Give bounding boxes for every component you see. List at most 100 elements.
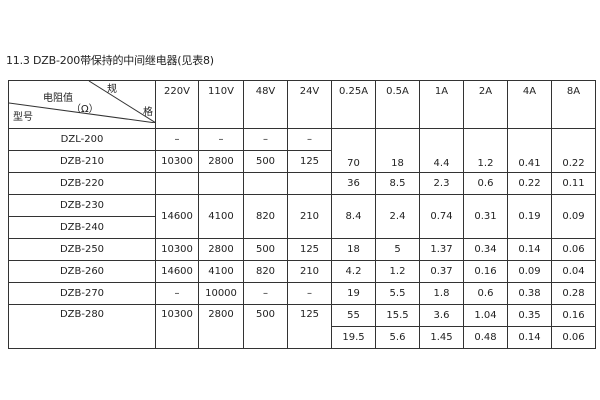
value-cell: 0.11 [551,172,596,195]
value-cell: 0.31 [463,194,508,239]
value-cell: 0.09 [507,260,552,283]
table-row: DZB-230 14600 4100 820 210 8.4 2.4 0.74 … [8,194,596,239]
header-row: 规 电阻值 （Ω） 型号 格 220V 110V 48V 24V 0.25A 0… [8,80,596,129]
col-header: 8A [551,80,596,129]
value-cell: 0.14 [507,238,552,261]
section-title: 11.3 DZB-200带保持的中间继电器(见表8) [6,54,214,67]
value-cell: 1.37 [419,238,464,261]
value-cell: 0.6 [463,282,508,305]
value-cell: 125 [287,304,332,349]
col-header: 0.25A [331,80,376,129]
value-cell: 15.5 [375,304,420,327]
value-cell: 55 [331,304,376,327]
value-cell: 0.37 [419,260,464,283]
empty-cell [243,172,288,195]
value-cell: 125 [287,238,332,261]
header-spec-top: 规 [107,84,117,95]
value-cell: 2800 [198,238,244,261]
value-cell: – [243,128,288,151]
model-cell: DZB-250 [8,238,156,261]
value-cell: 4.4 [419,128,464,173]
col-header: 2A [463,80,508,129]
value-cell: 820 [243,260,288,283]
value-cell: 2.3 [419,172,464,195]
value-cell: 10300 [155,304,199,349]
value-cell: 0.38 [507,282,552,305]
value-cell: 0.06 [551,326,596,349]
value-cell: 19 [331,282,376,305]
value-cell: 500 [243,238,288,261]
value-cell: 0.06 [551,238,596,261]
value-cell: 10300 [155,238,199,261]
value-cell: 0.16 [463,260,508,283]
value-cell: 500 [243,304,288,349]
table-row: DZB-250 10300 2800 500 125 18 5 1.37 0.3… [8,238,596,261]
value-cell: 0.35 [507,304,552,327]
value-cell: 0.41 [507,128,552,173]
value-cell: 4.2 [331,260,376,283]
header-resistance: 电阻值 [43,93,73,104]
value-cell: 0.6 [463,172,508,195]
value-cell: – [155,282,199,305]
model-cell: DZB-270 [8,282,156,305]
table-row: DZB-280 10300 2800 500 125 55 15.5 3.6 1… [8,304,596,349]
value-cell: 1.04 [463,304,508,327]
col-header: 0.5A [375,80,420,129]
value-cell: 5 [375,238,420,261]
value-cell: 0.14 [507,326,552,349]
value-cell: 14600 [155,260,199,283]
value-cell: 0.22 [507,172,552,195]
value-cell: 19.5 [331,326,376,349]
value-cell: 5.5 [375,282,420,305]
col-header: 110V [198,80,244,129]
model-cell: DZB-220 [8,172,156,195]
value-cell: 4100 [198,260,244,283]
value-cell: 36 [331,172,376,195]
header-unit: （Ω） [71,104,99,115]
value-cell: 500 [243,150,288,173]
col-header: 24V [287,80,332,129]
value-cell: 18 [375,128,420,173]
value-cell: 2800 [198,304,244,349]
model-cell: DZL-200 [8,128,156,151]
value-cell: 0.16 [551,304,596,327]
value-cell: 5.6 [375,326,420,349]
value-cell: 0.09 [551,194,596,239]
value-cell: 0.28 [551,282,596,305]
col-header: 1A [419,80,464,129]
value-cell: 0.48 [463,326,508,349]
value-cell: 2.4 [375,194,420,239]
value-cell: 18 [331,238,376,261]
relay-resistance-table: 规 电阻值 （Ω） 型号 格 220V 110V 48V 24V 0.25A 0… [8,80,596,349]
value-cell: 0.22 [551,128,596,173]
value-cell: 0.04 [551,260,596,283]
value-cell: 0.34 [463,238,508,261]
model-cell: DZB-240 [8,216,156,239]
value-cell: 10300 [155,150,199,173]
value-cell: 14600 [155,194,199,239]
diagonal-header-cell: 规 电阻值 （Ω） 型号 格 [8,80,156,129]
empty-cell [155,172,199,195]
table-row: DZL-200 – – – – 70 18 4.4 1.2 0.41 0.22 [8,128,596,173]
value-cell: 2800 [198,150,244,173]
model-cell: DZB-260 [8,260,156,283]
value-cell: – [243,282,288,305]
value-cell: 1.2 [463,128,508,173]
table-row: DZB-210 10300 2800 500 125 [8,150,596,173]
value-cell: – [155,128,199,151]
value-cell: 8.5 [375,172,420,195]
value-cell: 210 [287,194,332,239]
value-cell: 820 [243,194,288,239]
table-row: DZB-270 – 10000 – – 19 5.5 1.8 0.6 0.38 … [8,282,596,305]
value-cell: – [287,128,332,151]
value-cell: 3.6 [419,304,464,327]
value-cell: 8.4 [331,194,376,239]
model-cell: DZB-280 [8,304,156,349]
value-cell: 1.8 [419,282,464,305]
value-cell: 10000 [198,282,244,305]
model-cell: DZB-230 [8,194,156,217]
table-row: 19.5 5.6 1.45 0.48 0.14 0.06 [9,326,596,349]
value-cell: 4100 [198,194,244,239]
table-row: DZB-260 14600 4100 820 210 4.2 1.2 0.37 … [8,260,596,283]
value-cell: – [287,282,332,305]
